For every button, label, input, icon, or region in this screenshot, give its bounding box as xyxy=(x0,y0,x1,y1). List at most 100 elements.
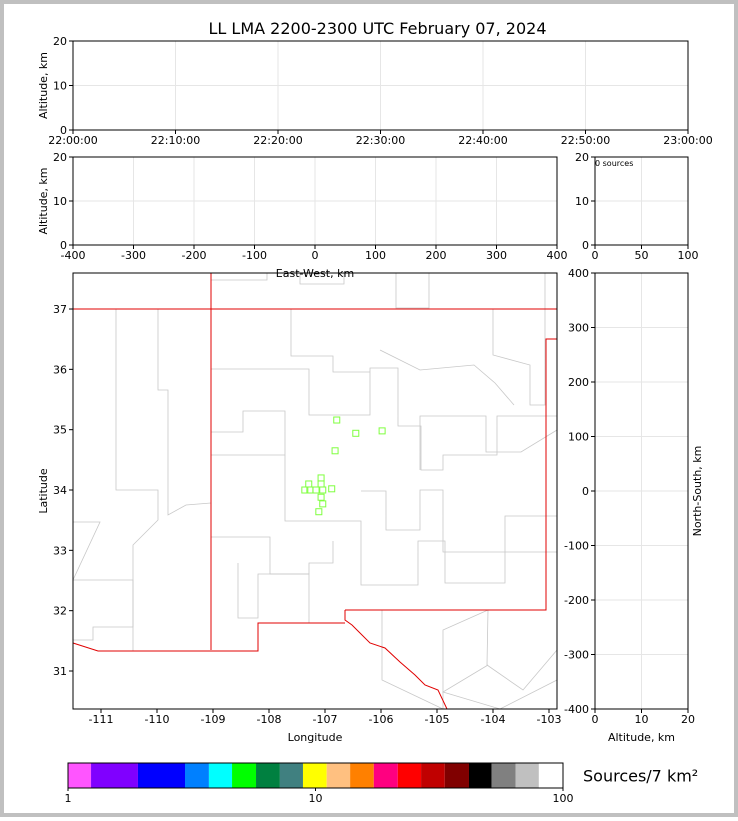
y-tick-label: 100 xyxy=(568,431,589,444)
x-tick-label: 1 xyxy=(65,792,72,805)
x-tick-label: -106 xyxy=(369,713,394,726)
x-tick-label: 20 xyxy=(681,713,695,726)
x-tick-label: 400 xyxy=(547,249,568,262)
x-tick-label: 0 xyxy=(592,249,599,262)
plot-frame xyxy=(594,272,689,710)
color-box xyxy=(421,763,445,788)
color-box xyxy=(137,763,186,788)
x-tick-label: -400 xyxy=(61,249,86,262)
x-tick-label: -108 xyxy=(257,713,282,726)
annotation: 0 sources xyxy=(595,159,633,168)
y-tick-label: -100 xyxy=(564,540,589,553)
y-tick-label: 0 xyxy=(582,239,589,252)
color-box xyxy=(444,763,469,788)
color-box xyxy=(302,763,327,788)
x-tick-label: -103 xyxy=(537,713,562,726)
source-point xyxy=(301,486,309,494)
x-tick-label: 23:00:00 xyxy=(663,134,712,147)
y-tick-label: 31 xyxy=(53,665,67,678)
x-tick-label: 22:40:00 xyxy=(458,134,507,147)
chart-title: LL LMA 2200-2300 UTC February 07, 2024 xyxy=(209,19,547,38)
color-box xyxy=(208,763,233,788)
y-tick-label: 0 xyxy=(60,239,67,252)
y-tick-label: 400 xyxy=(568,267,589,280)
x-tick-label: 100 xyxy=(365,249,386,262)
y-tick-label: 35 xyxy=(53,424,67,437)
y-tick-label: 20 xyxy=(53,35,67,48)
x-axis-label: Longitude xyxy=(288,731,343,744)
color-box xyxy=(256,763,280,788)
y-axis-label: Altitude, km xyxy=(37,167,50,234)
source-point xyxy=(317,493,325,501)
source-point xyxy=(378,427,386,435)
color-box xyxy=(373,763,398,788)
x-tick-label: -107 xyxy=(313,713,338,726)
x-tick-label: 22:10:00 xyxy=(151,134,200,147)
color-box xyxy=(397,763,422,788)
x-tick-label: 300 xyxy=(486,249,507,262)
x-tick-label: 10 xyxy=(309,792,323,805)
y-axis-label: Altitude, km xyxy=(37,52,50,119)
x-tick-label: 0 xyxy=(592,713,599,726)
y-tick-label: 20 xyxy=(575,151,589,164)
x-tick-label: 200 xyxy=(426,249,447,262)
x-tick-label: -300 xyxy=(121,249,146,262)
y-tick-label: 10 xyxy=(53,195,67,208)
source-point xyxy=(319,486,327,494)
source-point xyxy=(331,447,339,455)
color-box xyxy=(279,763,303,788)
x-tick-label: 10 xyxy=(635,713,649,726)
y-tick-label: 0 xyxy=(582,485,589,498)
x-tick-label: -100 xyxy=(242,249,267,262)
y-axis-label: Latitude xyxy=(37,468,50,514)
y-tick-label: 0 xyxy=(60,124,67,137)
color-box xyxy=(68,763,92,788)
x-tick-label: -200 xyxy=(182,249,207,262)
y-tick-label: 10 xyxy=(53,80,67,93)
y-tick-label: 34 xyxy=(53,484,67,497)
x-tick-label: -105 xyxy=(425,713,450,726)
plot-frame xyxy=(72,272,558,710)
color-box xyxy=(91,763,138,788)
y-tick-label: 300 xyxy=(568,322,589,335)
x-tick-label: 100 xyxy=(553,792,574,805)
y-tick-label: 36 xyxy=(53,363,67,376)
source-point xyxy=(315,508,323,516)
y-tick-label: 32 xyxy=(53,605,67,618)
color-box xyxy=(326,763,351,788)
source-point xyxy=(352,429,360,437)
x-tick-label: 22:50:00 xyxy=(561,134,610,147)
x-tick-label: 22:20:00 xyxy=(253,134,302,147)
source-point xyxy=(333,416,341,424)
y-tick-label: 200 xyxy=(568,376,589,389)
source-point xyxy=(328,485,336,493)
x-tick-label: 0 xyxy=(312,249,319,262)
x-tick-label: 50 xyxy=(635,249,649,262)
x-tick-label: 22:00:00 xyxy=(48,134,97,147)
y-tick-label: 37 xyxy=(53,303,67,316)
color-box xyxy=(468,763,492,788)
y-tick-label: -300 xyxy=(564,649,589,662)
x-tick-label: -104 xyxy=(481,713,506,726)
plot-frame xyxy=(72,40,689,131)
y-tick-label: 33 xyxy=(53,544,67,557)
color-box xyxy=(538,763,563,788)
x-tick-label: 22:30:00 xyxy=(356,134,405,147)
x-tick-label: 100 xyxy=(678,249,699,262)
color-box xyxy=(491,763,516,788)
source-point xyxy=(312,486,320,494)
y-tick-label: -200 xyxy=(564,594,589,607)
x-tick-label: -111 xyxy=(89,713,114,726)
x-tick-label: -110 xyxy=(145,713,170,726)
source-point xyxy=(319,500,327,508)
colorbar-label: Sources/7 km² xyxy=(583,767,698,786)
color-box xyxy=(185,763,209,788)
map-boundaries xyxy=(72,272,558,710)
y-tick-label: -400 xyxy=(564,703,589,716)
color-box xyxy=(350,763,374,788)
color-box xyxy=(232,763,257,788)
plot-frame xyxy=(72,156,558,246)
y-tick-label: 20 xyxy=(53,151,67,164)
